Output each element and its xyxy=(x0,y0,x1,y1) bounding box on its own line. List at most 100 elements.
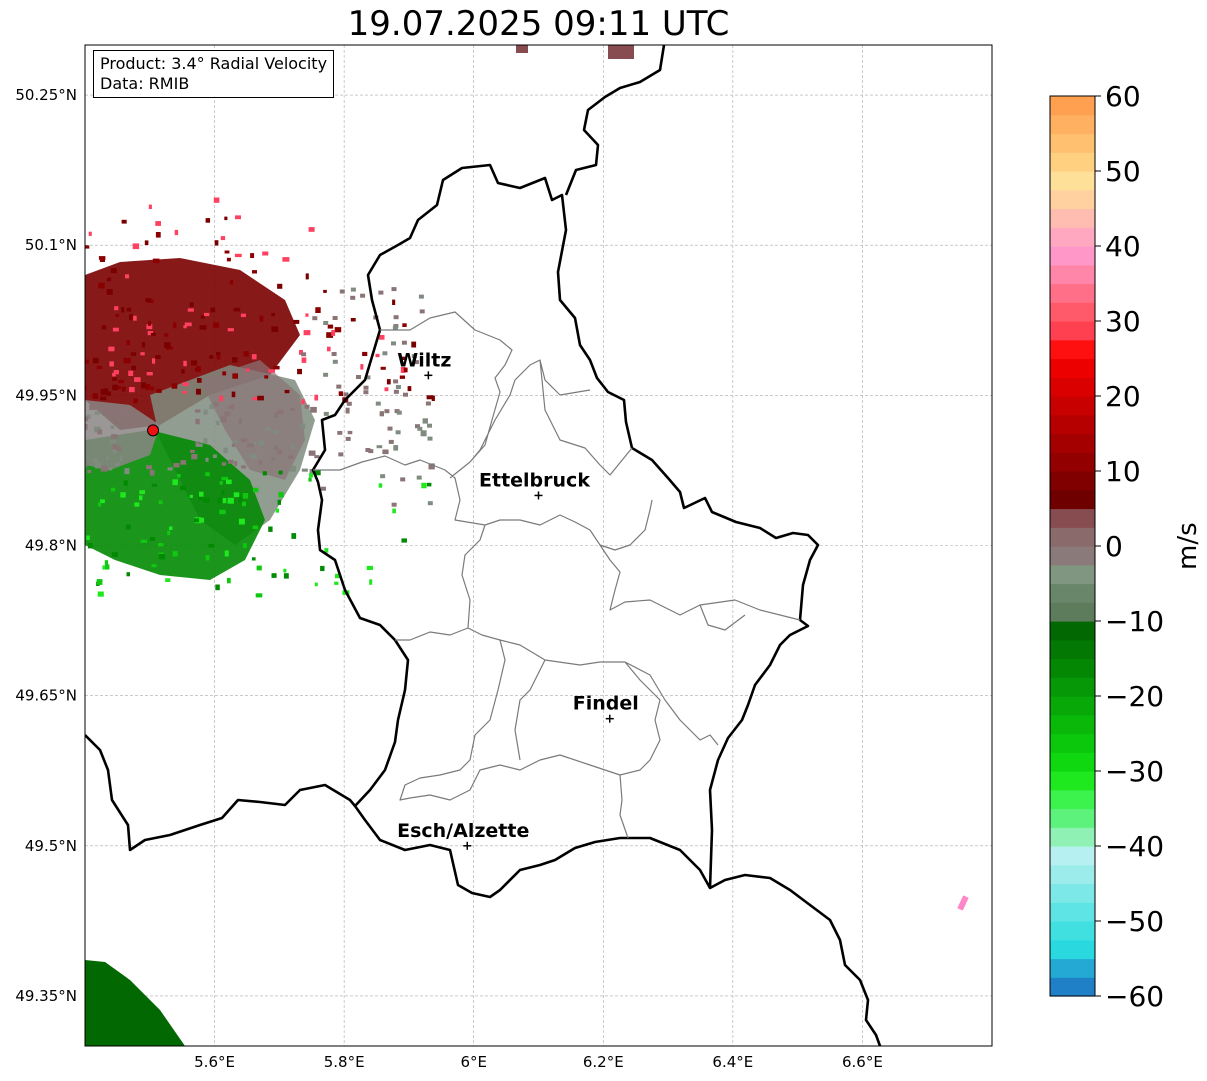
echo-pixel xyxy=(323,321,329,325)
echo-pixel xyxy=(391,341,396,346)
echo-pixel xyxy=(158,543,164,547)
echo-pixel xyxy=(189,302,194,307)
echo-pixel xyxy=(68,422,75,425)
echo-pixel xyxy=(226,257,231,262)
echo-pixel xyxy=(425,401,431,406)
echo-pixel xyxy=(16,479,22,485)
echo-pixel xyxy=(212,454,217,458)
city-label: Esch/Alzette xyxy=(397,820,529,842)
echo-pixel xyxy=(310,406,317,413)
echo-pixel xyxy=(262,251,269,256)
echo-pixel xyxy=(146,324,153,330)
echo-pixel xyxy=(320,565,325,572)
echo-pixel xyxy=(363,385,369,390)
colorbar-segment xyxy=(1050,621,1095,641)
echo-pixel xyxy=(196,443,203,447)
echo-pixel xyxy=(227,328,234,332)
echo-pixel xyxy=(94,426,101,433)
echo-pixel xyxy=(392,325,398,330)
echo-pixel xyxy=(243,351,249,357)
echo-pixel xyxy=(278,470,283,475)
echo-pixel xyxy=(219,509,226,515)
echo-pixel xyxy=(339,289,345,294)
echo-pixel xyxy=(79,415,82,420)
echo-pixel xyxy=(152,358,156,364)
echo-pixel xyxy=(227,577,231,584)
colorbar-segment xyxy=(1050,714,1095,735)
echo-pixel xyxy=(21,510,25,516)
echo-pixel xyxy=(238,496,243,503)
lon-tick-label: 6.2°E xyxy=(583,1053,624,1071)
echo-pixel xyxy=(108,346,115,352)
echo-pixel xyxy=(128,370,134,376)
echo-pixel xyxy=(49,372,52,376)
echo-pixel xyxy=(399,375,405,379)
echo-pixel xyxy=(35,281,39,284)
echo-near-site xyxy=(85,400,160,470)
echo-east-pink xyxy=(957,895,969,911)
echo-pixel xyxy=(85,385,87,391)
echo-pixel xyxy=(112,443,118,450)
echo-pixel xyxy=(141,382,147,389)
colorbar-unit-label: m/s xyxy=(1173,522,1203,570)
colorbar-segment xyxy=(1050,864,1095,885)
echo-pixel xyxy=(100,465,108,472)
colorbar-segment xyxy=(1050,771,1095,791)
echo-pixel xyxy=(95,462,102,469)
echo-pixel xyxy=(234,253,242,258)
echo-pixel xyxy=(148,204,152,209)
colorbar-tick-label: −40 xyxy=(1105,830,1164,863)
echo-pixel xyxy=(393,445,399,451)
echo-pixel xyxy=(158,500,163,505)
echo-pixel xyxy=(350,318,356,322)
colorbar-segment xyxy=(1050,377,1095,397)
echo-pixel xyxy=(205,218,211,223)
echo-pixel xyxy=(305,273,309,280)
city-label: Wiltz xyxy=(397,349,451,371)
echo-pixel xyxy=(242,438,246,443)
echo-pixel xyxy=(287,455,294,460)
echo-pixel xyxy=(64,513,67,519)
echo-pixel xyxy=(98,282,105,289)
echo-pixel xyxy=(337,431,343,435)
echo-pixel xyxy=(221,490,225,496)
echo-pixel xyxy=(308,450,316,456)
echo-pixel xyxy=(231,443,236,447)
echo-pixel xyxy=(184,322,192,327)
echo-pixel xyxy=(152,258,160,264)
echo-pixel xyxy=(380,366,386,370)
echo-pixel xyxy=(1,336,7,341)
colorbar-segment xyxy=(1050,433,1095,453)
echo-pixel xyxy=(165,346,173,350)
echo-pixel xyxy=(284,389,290,394)
echo-pixel xyxy=(121,386,126,392)
echo-pixel xyxy=(107,277,112,282)
echo-pixel xyxy=(347,430,353,435)
echo-pixel xyxy=(362,351,368,356)
echo-pixel xyxy=(80,277,84,283)
echo-pixel xyxy=(323,411,329,416)
echo-pixel xyxy=(42,582,49,585)
echo-pixel xyxy=(411,354,417,358)
echo-pixel xyxy=(119,410,126,415)
echo-pixel xyxy=(268,369,276,373)
echo-pixel xyxy=(391,502,397,507)
echo-pixel xyxy=(250,253,255,258)
echo-pixel xyxy=(282,257,290,262)
echo-pixel xyxy=(133,315,137,321)
echo-top-patch-2 xyxy=(608,45,634,59)
colorbar-tick-label: 0 xyxy=(1105,530,1123,563)
echo-pixel xyxy=(147,331,154,336)
echo-pixel xyxy=(164,342,171,348)
colorbar-segment xyxy=(1050,171,1095,191)
echo-pixel xyxy=(209,355,214,359)
echo-pixel xyxy=(46,437,52,442)
echo-pixel xyxy=(56,502,59,506)
colorbar-segment xyxy=(1050,452,1095,472)
echo-pixel xyxy=(114,306,119,311)
echo-pixel xyxy=(290,407,295,412)
echo-pixel xyxy=(382,449,389,455)
echo-pixel xyxy=(131,365,137,371)
echo-pixel xyxy=(219,395,224,402)
canton-boundaries xyxy=(313,311,801,839)
